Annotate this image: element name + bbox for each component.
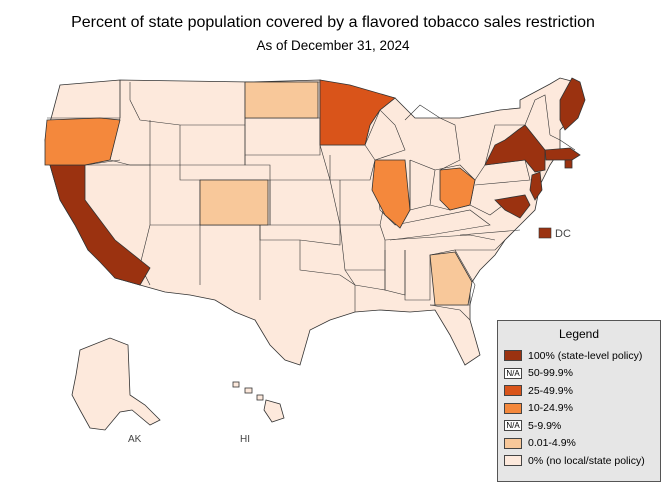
legend-item: 25-49.9%	[498, 382, 660, 400]
state-OH	[439, 167, 476, 211]
legend-label: 10-24.9%	[528, 402, 573, 415]
legend-label: 0.01-4.9%	[528, 437, 576, 450]
legend-swatch	[504, 437, 522, 449]
hi-label: HI	[240, 434, 250, 445]
state-HI	[232, 381, 285, 423]
state-CO	[199, 179, 269, 226]
legend-swatch: N/A	[504, 367, 522, 379]
legend-swatch: N/A	[504, 420, 522, 432]
state-MN	[319, 79, 396, 146]
legend-swatch	[504, 350, 522, 362]
legend-swatch	[504, 402, 522, 414]
legend-label: 5-9.9%	[528, 419, 562, 432]
state-DC	[538, 227, 552, 239]
dc-label: DC	[555, 228, 571, 240]
legend-label: 50-99.9%	[528, 367, 573, 380]
map-title: Percent of state population covered by a…	[71, 14, 595, 31]
state-MD	[494, 194, 531, 219]
legend-label: 0% (no local/state policy)	[528, 454, 645, 467]
state-OR	[44, 117, 121, 166]
state-NY	[484, 124, 546, 173]
legend-swatch	[504, 385, 522, 397]
legend-swatch	[504, 455, 522, 467]
legend-title: Legend	[558, 327, 600, 341]
state-ME	[559, 77, 586, 131]
state-GA	[429, 251, 473, 306]
map-subtitle: As of December 31, 2024	[256, 38, 410, 53]
legend-item: 0% (no local/state policy)	[498, 452, 660, 470]
legend: Legend 100% (state-level policy) N/A 50-…	[497, 320, 661, 482]
legend-item: N/A 50-99.9%	[498, 365, 660, 383]
state-IL	[371, 159, 411, 229]
legend-item: 10-24.9%	[498, 400, 660, 418]
ak-label: AK	[128, 434, 142, 445]
legend-label: 100% (state-level policy)	[528, 349, 643, 362]
state-RI	[564, 159, 573, 169]
state-ND	[244, 81, 319, 119]
legend-items: 100% (state-level policy) N/A 50-99.9% 2…	[498, 347, 660, 470]
state-NJ	[529, 171, 543, 201]
state-MA	[544, 147, 581, 161]
legend-label: 25-49.9%	[528, 384, 573, 397]
state-AK	[71, 337, 161, 431]
legend-item: 0.01-4.9%	[498, 435, 660, 453]
legend-item: N/A 5-9.9%	[498, 417, 660, 435]
legend-item: 100% (state-level policy)	[498, 347, 660, 365]
state-CA	[49, 164, 151, 286]
